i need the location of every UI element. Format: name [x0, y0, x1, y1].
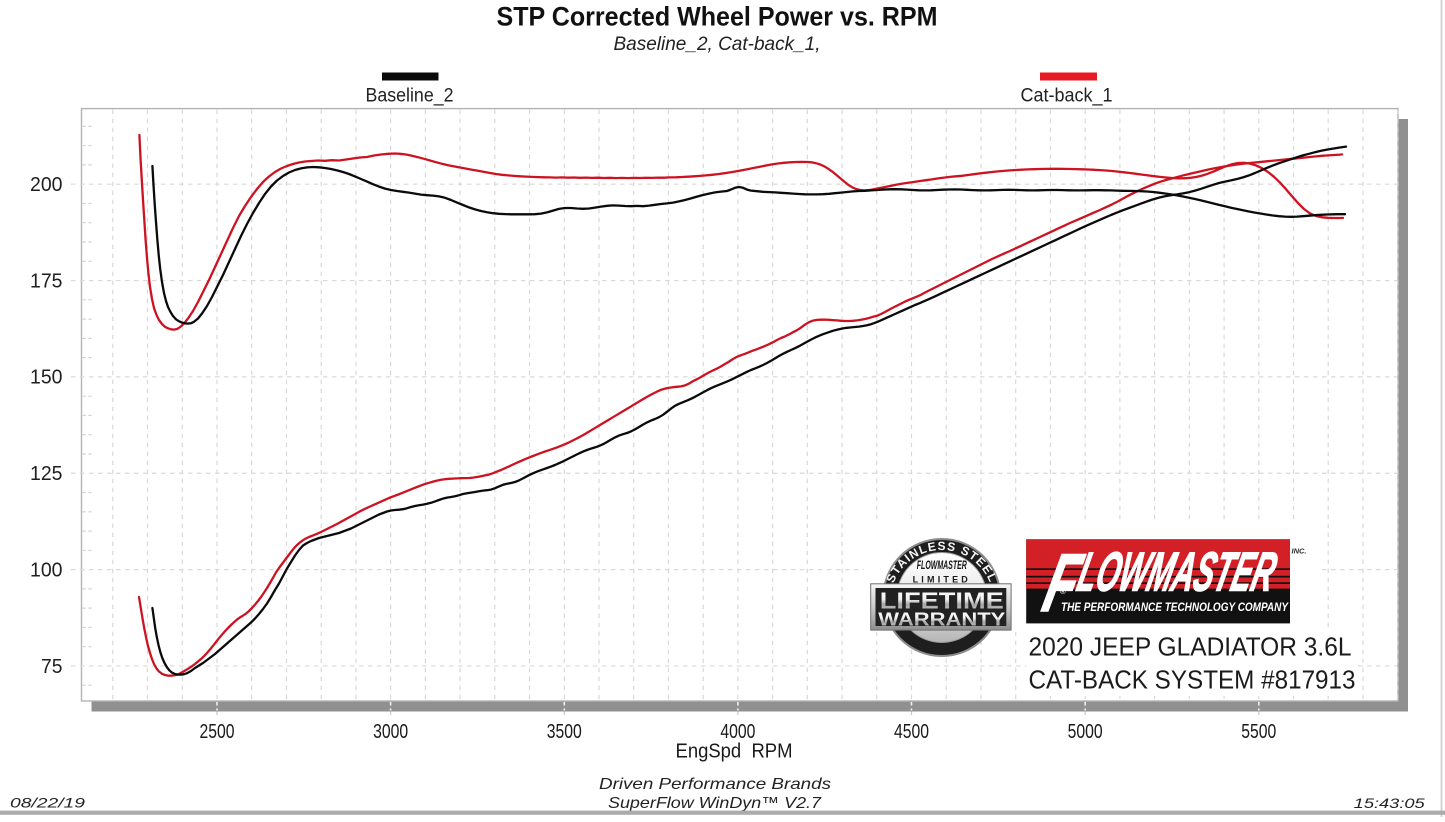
svg-text:175: 175 — [30, 270, 63, 292]
svg-text:Baseline_2: Baseline_2 — [366, 86, 454, 107]
svg-text:Driven Performance Brands: Driven Performance Brands — [599, 776, 831, 793]
svg-text:5000: 5000 — [1068, 721, 1103, 743]
svg-text:75: 75 — [41, 656, 63, 678]
svg-text:08/22/19: 08/22/19 — [10, 796, 86, 811]
svg-text:LIMITED: LIMITED — [913, 575, 971, 585]
svg-text:®: ® — [1060, 587, 1066, 596]
svg-text:WARRANTY: WARRANTY — [878, 609, 1006, 630]
svg-text:100: 100 — [30, 559, 63, 581]
svg-text:FLOWMASTER: FLOWMASTER — [917, 558, 967, 572]
svg-text:15:43:05: 15:43:05 — [1354, 796, 1426, 811]
svg-text:3000: 3000 — [373, 721, 408, 743]
svg-text:LOWMASTER: LOWMASTER — [1072, 540, 1283, 602]
svg-text:5500: 5500 — [1241, 721, 1276, 743]
svg-text:2500: 2500 — [200, 721, 235, 743]
svg-text:THE PERFORMANCE TECHNOLOGY COM: THE PERFORMANCE TECHNOLOGY COMPANY — [1061, 601, 1289, 614]
svg-text:125: 125 — [30, 463, 63, 485]
svg-text:4000: 4000 — [720, 721, 755, 743]
svg-text:STP Corrected Wheel Power vs.: STP Corrected Wheel Power vs. RPM — [497, 2, 938, 32]
svg-text:4500: 4500 — [894, 721, 929, 743]
svg-text:3500: 3500 — [547, 721, 582, 743]
svg-text:LIFETIME: LIFETIME — [880, 588, 1004, 614]
svg-text:INC.: INC. — [1292, 547, 1307, 556]
svg-text:CAT-BACK SYSTEM #817913: CAT-BACK SYSTEM #817913 — [1029, 665, 1356, 695]
svg-text:SuperFlow WinDyn™ V2.7: SuperFlow WinDyn™ V2.7 — [608, 795, 822, 812]
svg-text:2020 JEEP GLADIATOR 3.6L: 2020 JEEP GLADIATOR 3.6L — [1029, 632, 1352, 662]
svg-text:EngSpd RPM: EngSpd RPM — [676, 741, 793, 763]
svg-text:150: 150 — [30, 367, 63, 389]
svg-text:200: 200 — [30, 174, 63, 196]
svg-text:Baseline_2, Cat-back_1,: Baseline_2, Cat-back_1, — [614, 34, 821, 55]
svg-text:Cat-back_1: Cat-back_1 — [1021, 86, 1113, 107]
